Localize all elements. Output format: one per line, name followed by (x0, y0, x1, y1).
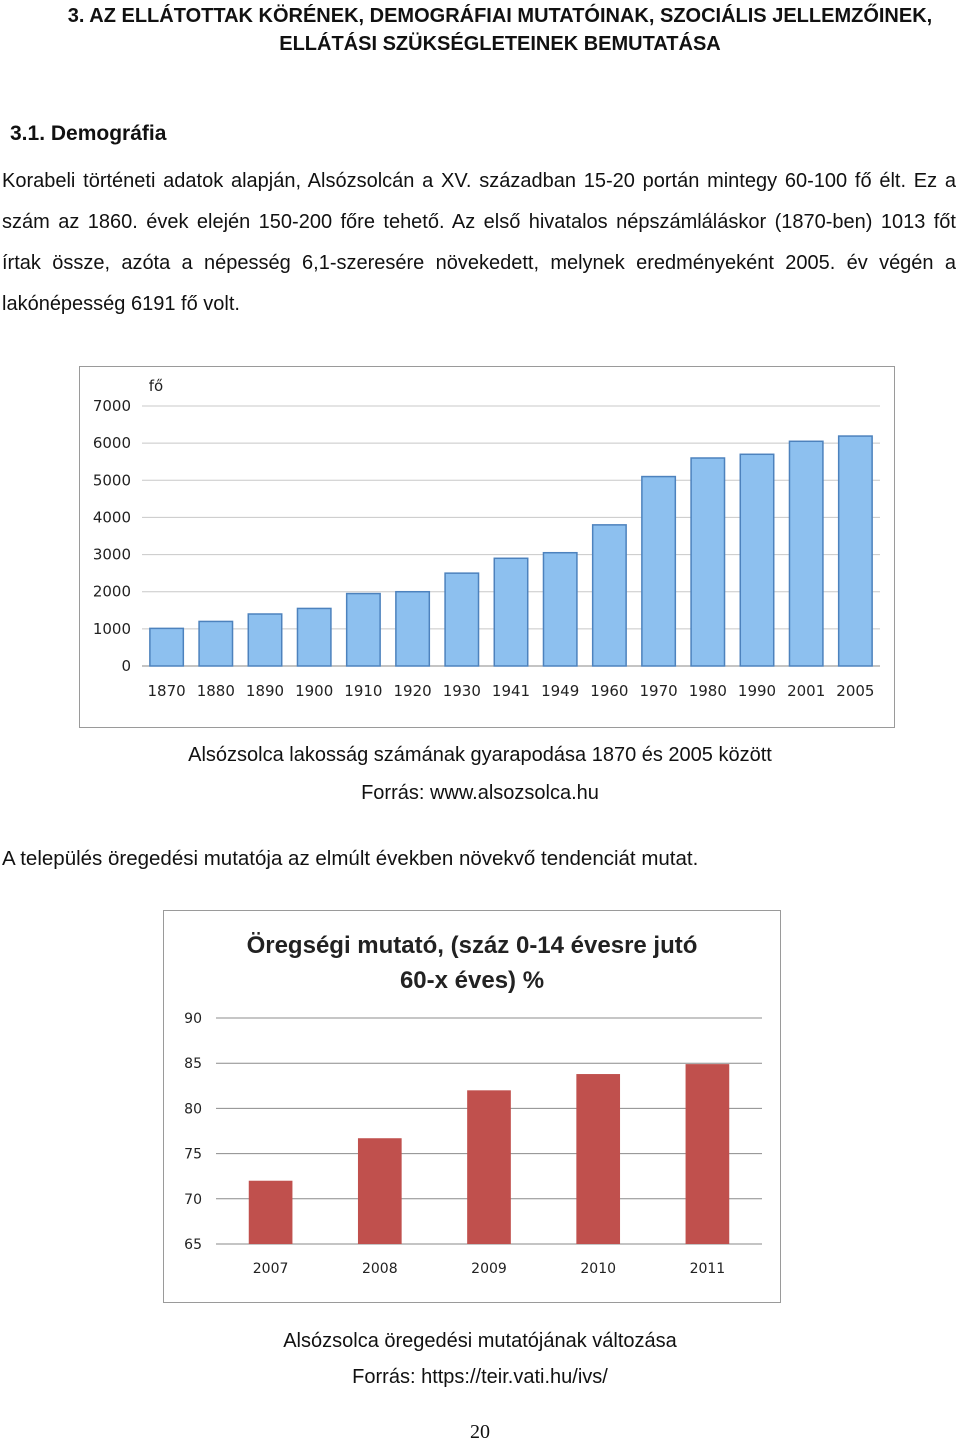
bar (591, 524, 627, 667)
x-tick-label: 1980 (689, 682, 727, 700)
bar (444, 572, 480, 667)
bar (296, 607, 332, 667)
bar (467, 1090, 511, 1244)
x-tick-label: 1990 (738, 682, 776, 700)
x-tick-label: 1920 (394, 682, 432, 700)
y-axis-unit-label: fő (149, 377, 163, 395)
figure2-caption: Alsózsolca öregedési mutatójának változá… (283, 1330, 677, 1352)
x-tick-label: 2001 (787, 682, 825, 700)
bar (149, 627, 185, 667)
bar (685, 1064, 730, 1244)
x-tick-label: 1870 (148, 682, 186, 700)
x-tick-label: 1890 (246, 682, 284, 700)
x-tick-label: 1960 (590, 682, 628, 700)
demography-paragraph: Korabeli történeti adatok alapján, Alsóz… (2, 170, 956, 315)
y-tick-label: 7000 (93, 397, 131, 415)
bar (345, 592, 381, 667)
population-chart: fő 0 1000 2000 3000 4000 5000 6000 7000 1870 1880 1… (79, 366, 895, 728)
x-tick-label: 2009 (471, 1261, 507, 1277)
chart-title: Öregségi mutató, (száz 0-14 évesre jutó 6… (247, 932, 698, 994)
figure1-caption: Alsózsolca lakosság számának gyarapodása… (188, 744, 772, 766)
y-tick-label: 65 (184, 1237, 202, 1253)
bar (837, 435, 873, 667)
aging-index-chart: Öregségi mutató, (száz 0-14 évesre jutó 6… (163, 910, 781, 1303)
bar (493, 557, 529, 667)
y-tick-label: 5000 (93, 471, 131, 489)
x-tick-label: 1910 (344, 682, 382, 700)
subsection-heading: 3.1. Demográfia (10, 122, 167, 145)
bar (641, 475, 677, 667)
bar (357, 1138, 402, 1244)
section-heading: 3. AZ ELLÁTOTTAK KÖRÉNEK, DEMOGRÁFIAI MU… (67, 5, 933, 55)
bar (247, 613, 283, 667)
bar (690, 457, 726, 667)
x-tick-label: 2010 (580, 1261, 616, 1277)
x-tick-label: 1941 (492, 682, 530, 700)
y-tick-label: 1000 (93, 620, 131, 638)
bar (395, 590, 431, 667)
y-tick-label: 2000 (93, 583, 131, 601)
x-tick-label: 1949 (541, 682, 579, 700)
y-tick-label: 0 (121, 657, 131, 675)
x-tick-label: 2008 (362, 1261, 398, 1277)
x-tick-label: 2005 (836, 682, 874, 700)
figure2-source: Forrás: https://teir.vati.hu/ivs/ (352, 1366, 608, 1388)
y-tick-label: 80 (184, 1101, 202, 1117)
x-tick-label: 2007 (253, 1261, 289, 1277)
y-tick-label: 85 (184, 1056, 202, 1072)
y-tick-label: 70 (184, 1192, 202, 1208)
y-tick-label: 3000 (93, 546, 131, 564)
y-tick-label: 75 (184, 1147, 202, 1163)
y-tick-label: 4000 (93, 508, 131, 526)
y-tick-label: 6000 (93, 434, 131, 452)
y-tick-label: 90 (184, 1011, 202, 1027)
x-tick-label: 1970 (640, 682, 678, 700)
x-tick-label: 2011 (690, 1261, 726, 1277)
x-tick-label: 1930 (443, 682, 481, 700)
bar (576, 1074, 621, 1244)
x-tick-label: 1900 (295, 682, 333, 700)
bar (739, 453, 775, 667)
population-chart-svg: fő 0 1000 2000 3000 4000 5000 6000 7000 1870 1880 1… (93, 377, 880, 700)
figure1-source: Forrás: www.alsozsolca.hu (361, 782, 599, 804)
bar (248, 1180, 293, 1244)
x-tick-label: 1880 (197, 682, 235, 700)
aging-index-chart-svg: Öregségi mutató, (száz 0-14 évesre jutó 6… (184, 932, 762, 1277)
bar (788, 440, 824, 667)
page-number: 20 (470, 1421, 490, 1443)
bar (542, 551, 578, 667)
aging-paragraph: A település öregedési mutatója az elmúlt… (2, 847, 699, 870)
bar (198, 620, 234, 667)
